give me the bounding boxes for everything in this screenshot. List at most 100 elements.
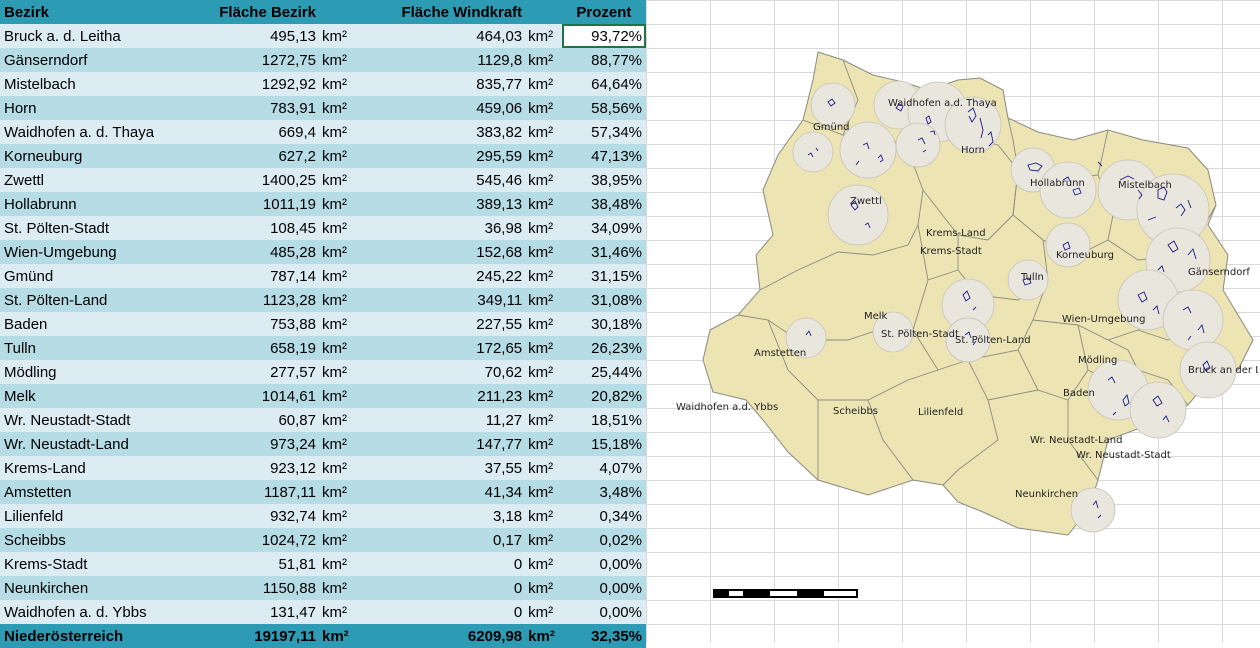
cell-unit[interactable]: km² xyxy=(315,72,365,96)
cell-bezirk[interactable]: Amstetten xyxy=(0,480,192,504)
cell-unit[interactable]: km² xyxy=(315,288,365,312)
cell-flaeche-bezirk[interactable]: 51,81 xyxy=(191,552,316,576)
cell-prozent[interactable]: 3,48% xyxy=(561,480,646,504)
cell-prozent[interactable]: 64,64% xyxy=(561,72,646,96)
cell-bezirk[interactable]: Tulln xyxy=(0,336,192,360)
cell-flaeche-windkraft[interactable]: 152,68 xyxy=(364,240,523,264)
cell-unit[interactable]: km² xyxy=(522,480,562,504)
cell-prozent[interactable]: 0,00% xyxy=(561,600,646,624)
cell-flaeche-windkraft[interactable]: 835,77 xyxy=(364,72,523,96)
cell-flaeche-windkraft[interactable]: 211,23 xyxy=(364,384,523,408)
cell-bezirk[interactable]: Niederösterreich xyxy=(0,624,192,648)
cell-flaeche-bezirk[interactable]: 1011,19 xyxy=(191,192,316,216)
cell-unit[interactable]: km² xyxy=(315,432,365,456)
cell-flaeche-bezirk[interactable]: 131,47 xyxy=(191,600,316,624)
cell-unit[interactable]: km² xyxy=(315,360,365,384)
cell-unit[interactable]: km² xyxy=(315,456,365,480)
cell-flaeche-windkraft[interactable]: 3,18 xyxy=(364,504,523,528)
header-prozent[interactable]: Prozent xyxy=(561,0,646,24)
cell-flaeche-windkraft[interactable]: 349,11 xyxy=(364,288,523,312)
cell-prozent[interactable]: 4,07% xyxy=(561,456,646,480)
cell-prozent[interactable]: 58,56% xyxy=(561,96,646,120)
cell-bezirk[interactable]: Wien-Umgebung xyxy=(0,240,192,264)
cell-prozent[interactable]: 20,82% xyxy=(561,384,646,408)
cell-unit[interactable]: km² xyxy=(522,120,562,144)
cell-unit[interactable]: km² xyxy=(522,432,562,456)
cell-flaeche-windkraft[interactable]: 70,62 xyxy=(364,360,523,384)
cell-unit[interactable]: km² xyxy=(522,216,562,240)
cell-unit[interactable]: km² xyxy=(315,48,365,72)
cell-unit[interactable]: km² xyxy=(522,624,562,648)
header-flaeche-windkraft[interactable]: Fläche Windkraft xyxy=(364,0,523,24)
cell-flaeche-bezirk[interactable]: 277,57 xyxy=(191,360,316,384)
cell-prozent[interactable]: 26,23% xyxy=(561,336,646,360)
cell-unit[interactable]: km² xyxy=(315,600,365,624)
cell-flaeche-windkraft[interactable]: 41,34 xyxy=(364,480,523,504)
cell-unit[interactable]: km² xyxy=(315,504,365,528)
cell-flaeche-bezirk[interactable]: 1292,92 xyxy=(191,72,316,96)
cell-unit[interactable]: km² xyxy=(315,168,365,192)
cell-flaeche-windkraft[interactable]: 6209,98 xyxy=(364,624,523,648)
cell-prozent[interactable]: 0,00% xyxy=(561,576,646,600)
header-bezirk[interactable]: Bezirk xyxy=(0,0,192,24)
cell-unit[interactable]: km² xyxy=(522,360,562,384)
cell-bezirk[interactable]: Krems-Stadt xyxy=(0,552,192,576)
cell-bezirk[interactable]: Mödling xyxy=(0,360,192,384)
cell-unit[interactable]: km² xyxy=(522,240,562,264)
cell-bezirk[interactable]: Krems-Land xyxy=(0,456,192,480)
cell-unit[interactable]: km² xyxy=(315,24,365,48)
cell-unit[interactable]: km² xyxy=(315,96,365,120)
cell-unit[interactable]: km² xyxy=(522,96,562,120)
cell-prozent[interactable]: 34,09% xyxy=(561,216,646,240)
cell-bezirk[interactable]: Wr. Neustadt-Stadt xyxy=(0,408,192,432)
cell-bezirk[interactable]: Neunkirchen xyxy=(0,576,192,600)
cell-bezirk[interactable]: Bruck a. d. Leitha xyxy=(0,24,192,48)
cell-unit[interactable]: km² xyxy=(315,480,365,504)
cell-flaeche-bezirk[interactable]: 932,74 xyxy=(191,504,316,528)
cell-unit[interactable]: km² xyxy=(315,624,365,648)
cell-flaeche-bezirk[interactable]: 1024,72 xyxy=(191,528,316,552)
cell-unit[interactable]: km² xyxy=(315,192,365,216)
cell-bezirk[interactable]: Mistelbach xyxy=(0,72,192,96)
cell-unit[interactable]: km² xyxy=(522,192,562,216)
cell-unit[interactable]: km² xyxy=(315,528,365,552)
cell-unit[interactable]: km² xyxy=(522,336,562,360)
cell-unit[interactable]: km² xyxy=(315,216,365,240)
cell-unit[interactable]: km² xyxy=(522,384,562,408)
cell-unit[interactable]: km² xyxy=(522,528,562,552)
cell-prozent[interactable]: 30,18% xyxy=(561,312,646,336)
cell-prozent[interactable]: 0,02% xyxy=(561,528,646,552)
cell-bezirk[interactable]: Gänserndorf xyxy=(0,48,192,72)
cell-flaeche-bezirk[interactable]: 627,2 xyxy=(191,144,316,168)
cell-flaeche-bezirk[interactable]: 669,4 xyxy=(191,120,316,144)
cell-unit[interactable]: km² xyxy=(522,600,562,624)
cell-flaeche-windkraft[interactable]: 0 xyxy=(364,552,523,576)
cell-prozent[interactable]: 57,34% xyxy=(561,120,646,144)
cell-flaeche-bezirk[interactable]: 60,87 xyxy=(191,408,316,432)
cell-flaeche-windkraft[interactable]: 147,77 xyxy=(364,432,523,456)
cell-flaeche-bezirk[interactable]: 783,91 xyxy=(191,96,316,120)
cell-bezirk[interactable]: Zwettl xyxy=(0,168,192,192)
cell-unit[interactable]: km² xyxy=(522,264,562,288)
cell-flaeche-windkraft[interactable]: 0 xyxy=(364,576,523,600)
cell-flaeche-windkraft[interactable]: 464,03 xyxy=(364,24,523,48)
cell-unit[interactable]: km² xyxy=(522,72,562,96)
cell-bezirk[interactable]: St. Pölten-Stadt xyxy=(0,216,192,240)
cell-flaeche-bezirk[interactable]: 973,24 xyxy=(191,432,316,456)
cell-unit[interactable]: km² xyxy=(522,408,562,432)
cell-bezirk[interactable]: Horn xyxy=(0,96,192,120)
header-unit-1[interactable] xyxy=(315,0,365,24)
cell-prozent[interactable]: 47,13% xyxy=(561,144,646,168)
cell-prozent[interactable]: 18,51% xyxy=(561,408,646,432)
cell-unit[interactable]: km² xyxy=(315,120,365,144)
cell-unit[interactable]: km² xyxy=(315,144,365,168)
cell-unit[interactable]: km² xyxy=(522,576,562,600)
cell-prozent[interactable]: 93,72% xyxy=(561,24,646,48)
cell-prozent[interactable]: 88,77% xyxy=(561,48,646,72)
cell-flaeche-bezirk[interactable]: 485,28 xyxy=(191,240,316,264)
cell-bezirk[interactable]: Baden xyxy=(0,312,192,336)
cell-unit[interactable]: km² xyxy=(522,144,562,168)
cell-bezirk[interactable]: Waidhofen a. d. Ybbs xyxy=(0,600,192,624)
cell-flaeche-windkraft[interactable]: 37,55 xyxy=(364,456,523,480)
cell-prozent[interactable]: 15,18% xyxy=(561,432,646,456)
